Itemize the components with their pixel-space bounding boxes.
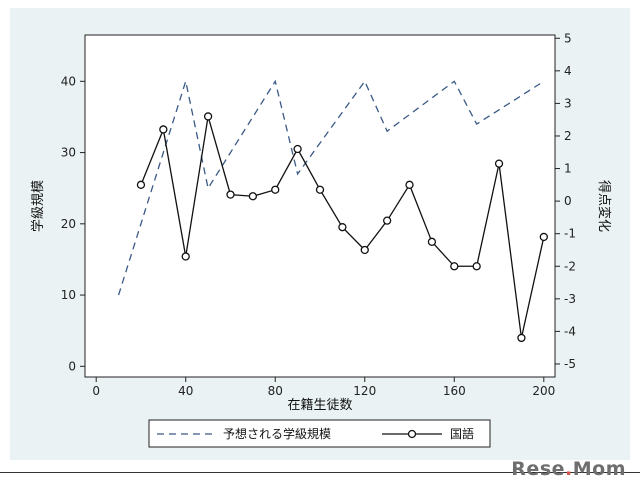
y-right-tick-label: 3 — [564, 96, 572, 110]
y-left-tick-label: 10 — [61, 288, 76, 302]
x-tick-label: 160 — [443, 384, 466, 398]
kokugo-point — [382, 216, 392, 225]
kokugo-point — [181, 252, 190, 261]
y-right-tick-label: -5 — [564, 357, 576, 371]
y-right-axis-title: 得点変化 — [596, 180, 612, 232]
bottom-rule — [0, 472, 640, 473]
series-line-predicted-class-size — [117, 78, 545, 296]
kokugo-point — [293, 144, 302, 154]
y-left-tick-label: 40 — [61, 74, 76, 88]
x-tick-label: 0 — [92, 384, 100, 398]
y-right-tick-label: -4 — [564, 324, 576, 338]
y-left-tick-label: 20 — [61, 217, 76, 231]
y-right-tick-label: 5 — [564, 31, 572, 45]
logo-text-a: Rese — [511, 458, 566, 480]
kokugo-point — [450, 262, 459, 271]
logo-dot: . — [565, 458, 573, 480]
kokugo-point — [517, 333, 526, 343]
kokugo-point — [338, 223, 347, 232]
y-left-tick-label: 0 — [68, 359, 76, 373]
logo-text-b: Mom — [572, 458, 626, 480]
y-right-tick-label: 4 — [564, 64, 572, 78]
kokugo-point — [159, 125, 168, 134]
kokugo-point — [226, 190, 235, 199]
legend-label-predicted: 予想される学級規模 — [223, 426, 331, 441]
y-right-tick-label: 0 — [564, 194, 572, 208]
plot-area — [84, 34, 556, 378]
series-group — [117, 78, 548, 343]
kokugo-point — [315, 185, 325, 194]
y-right-tick-label: -2 — [564, 259, 576, 273]
y-right-tick-label: 2 — [564, 129, 572, 143]
kokugo-point — [271, 185, 280, 194]
y-left-tick-label: 30 — [61, 146, 76, 160]
x-axis-title: 在籍生徒数 — [287, 397, 352, 413]
legend-marker-kokugo — [407, 429, 417, 439]
x-tick-label: 120 — [353, 384, 376, 398]
kokugo-point — [539, 232, 548, 242]
kokugo-point — [360, 245, 369, 255]
x-tick-label: 40 — [178, 384, 193, 398]
x-tick-label: 80 — [268, 384, 283, 398]
kokugo-point — [136, 180, 146, 189]
y-right-tick-label: -1 — [564, 227, 576, 241]
legend-label-kokugo: 国語 — [450, 426, 474, 441]
legend: 予想される学級規模 国語 — [148, 419, 491, 448]
y-right-tick-label: -3 — [564, 292, 576, 306]
kokugo-point — [203, 112, 213, 121]
chart-frame: 0 40 80 120 160 200 0 10 20 30 40 5 4 3 2 1 0 -1 -2 -3 -4 -5 … — [10, 8, 630, 460]
kokugo-point — [248, 192, 258, 201]
y-left-axis-title: 学級規模 — [30, 180, 46, 232]
kokugo-point — [494, 159, 504, 168]
resemom-logo: Rese.Mom — [511, 458, 626, 480]
kokugo-point — [427, 237, 437, 246]
kokugo-point — [472, 262, 481, 271]
y-right-tick-label: 1 — [564, 162, 572, 176]
x-tick-label: 200 — [532, 384, 555, 398]
line-chart: 0 40 80 120 160 200010203040543210-1-2-3-4-5 … — [30, 31, 612, 448]
kokugo-point — [405, 180, 414, 189]
